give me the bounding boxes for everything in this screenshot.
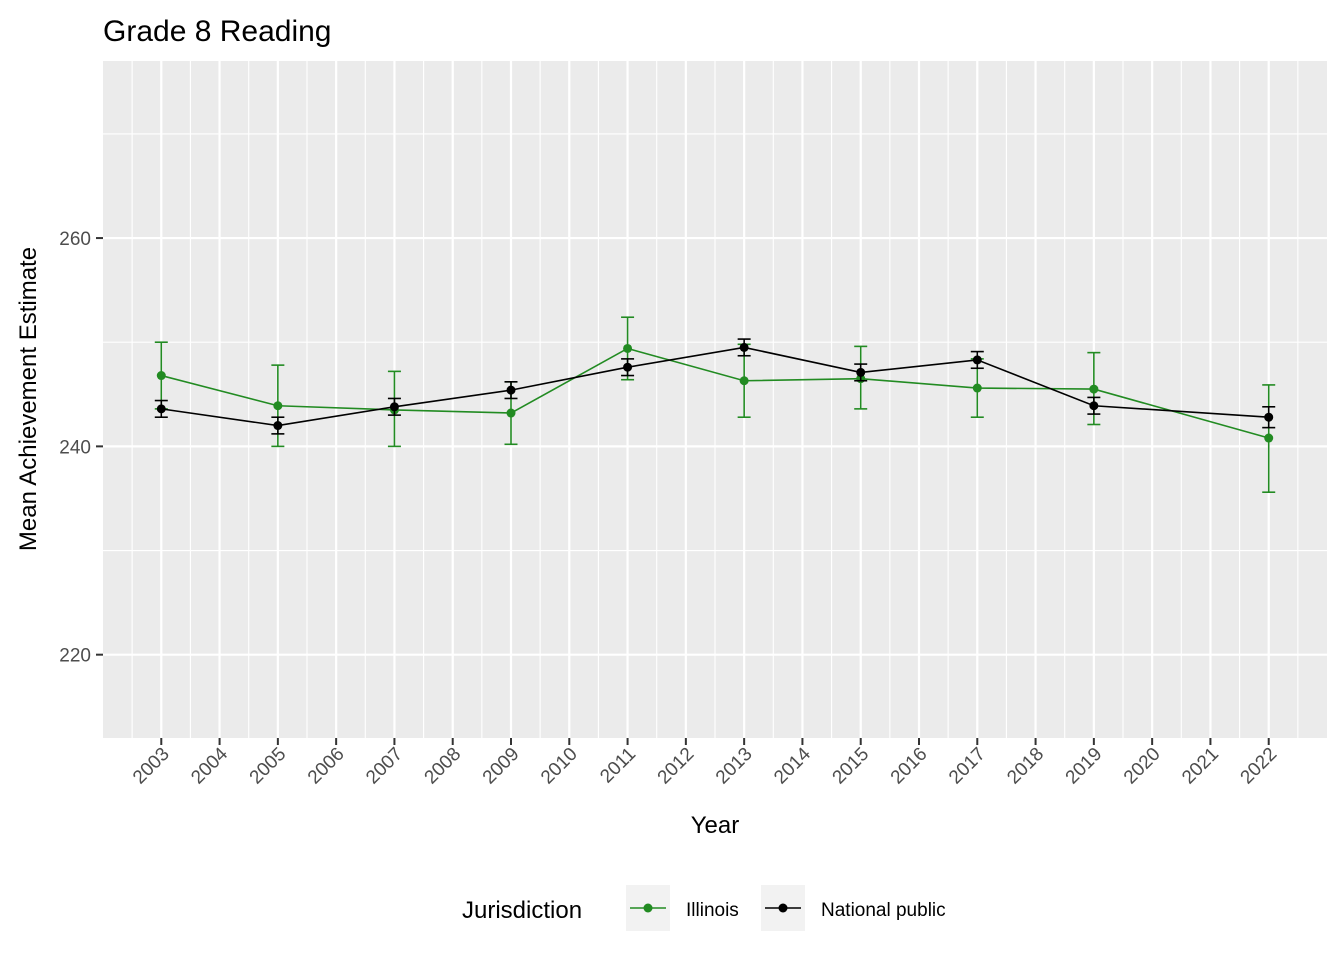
x-tick-label: 2018	[1003, 744, 1048, 789]
data-point	[972, 383, 982, 393]
series-line	[161, 346, 1269, 427]
x-tick-label: 2003	[129, 744, 174, 789]
data-point	[972, 355, 982, 365]
y-axis: 220 240 260	[59, 229, 103, 667]
y-tick-label: 260	[59, 229, 91, 250]
data-point	[1089, 401, 1099, 411]
x-tick-label: 2022	[1237, 744, 1282, 789]
x-axis: 2003 2004 2005 2006 2007 2008 2009 2010 2011 2012…	[129, 738, 1281, 788]
legend-key-point	[778, 903, 788, 913]
x-tick-label: 2010	[537, 744, 582, 789]
x-tick-label: 2019	[1062, 744, 1107, 789]
data-point	[739, 376, 749, 386]
y-tick-label: 240	[59, 437, 91, 458]
x-tick-label: 2007	[362, 744, 407, 789]
x-tick-label: 2011	[596, 744, 640, 788]
x-tick-label: 2004	[187, 743, 232, 788]
legend-key-point	[643, 903, 653, 913]
series-line	[161, 347, 1269, 439]
legend-title: Jurisdiction	[462, 897, 582, 924]
data-point	[273, 401, 283, 411]
data-point	[506, 408, 516, 418]
legend-label: Illinois	[686, 900, 739, 921]
x-tick-label: 2005	[246, 744, 291, 789]
x-tick-label: 2015	[829, 744, 874, 789]
x-tick-label: 2006	[304, 744, 349, 789]
data-point	[389, 402, 399, 412]
data-point	[1264, 433, 1274, 443]
x-tick-label: 2009	[479, 744, 524, 789]
y-axis-title: Mean Achievement Estimate	[15, 247, 42, 551]
legend-label: National public	[821, 900, 946, 921]
x-tick-label: 2017	[945, 744, 990, 789]
x-tick-label: 2021	[1178, 744, 1223, 789]
x-tick-label: 2013	[712, 744, 757, 789]
data-point	[1089, 384, 1099, 394]
data-point	[623, 362, 633, 372]
x-tick-label: 2012	[654, 744, 699, 789]
data-point	[1264, 412, 1274, 422]
data-point	[273, 421, 283, 431]
series-layer	[154, 316, 1276, 493]
data-point	[856, 367, 866, 377]
chart-title: Grade 8 Reading	[103, 15, 332, 48]
x-tick-label: 2020	[1120, 744, 1165, 789]
data-point	[506, 385, 516, 395]
data-point	[156, 371, 166, 381]
y-tick-label: 220	[59, 646, 91, 667]
x-tick-label: 2008	[421, 744, 466, 789]
x-tick-label: 2014	[770, 743, 815, 788]
data-point	[156, 404, 166, 414]
x-tick-label: 2016	[887, 744, 932, 789]
data-point	[739, 342, 749, 352]
data-point	[623, 343, 633, 353]
grid-layer	[103, 61, 1327, 738]
x-axis-title: Year	[691, 812, 740, 839]
legend: Jurisdiction Illinois National public	[462, 885, 946, 931]
